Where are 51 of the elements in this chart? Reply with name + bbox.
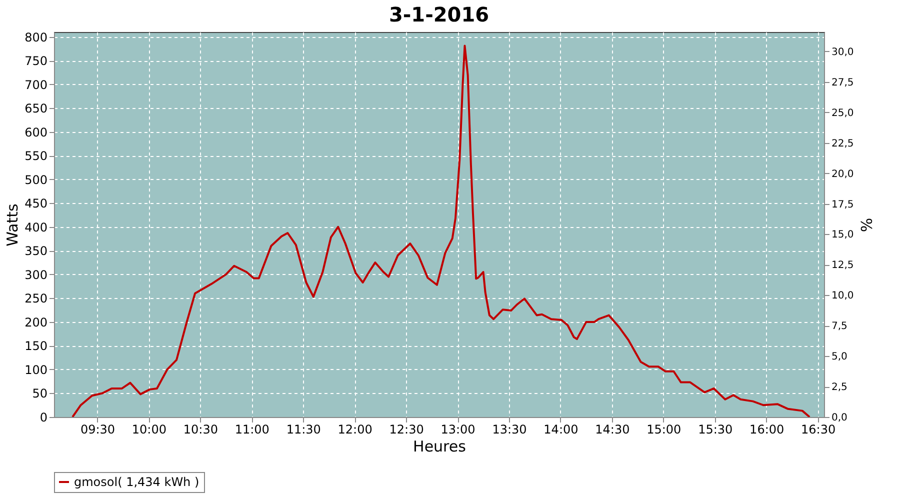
- y2-tick-label: 22,5: [832, 138, 854, 150]
- x-tick-label: 15:00: [646, 422, 682, 436]
- y2-axis-title: %: [856, 218, 875, 232]
- y-tick-label: 400: [24, 220, 48, 234]
- y2-tick-label: 7,5: [832, 321, 848, 332]
- y2-tick-label: 15,0: [832, 230, 854, 241]
- y-tick-label: 300: [24, 268, 48, 282]
- y2-tick-label: 20,0: [832, 168, 854, 180]
- y2-tick-label: 12,5: [832, 260, 854, 272]
- y-tick-label: 550: [24, 149, 48, 164]
- y-tick-label: 500: [24, 172, 48, 187]
- x-tick-label: 14:30: [595, 422, 630, 436]
- x-tick-label: 10:00: [132, 422, 167, 436]
- y2-tick-label: 0,0: [832, 412, 848, 424]
- x-tick-label: 14:00: [544, 422, 578, 436]
- y-tick-label: 450: [24, 196, 48, 211]
- x-tick-label: 09:30: [80, 422, 116, 436]
- y-tick-label: 50: [32, 386, 48, 401]
- y-tick-label: 650: [24, 102, 48, 116]
- y2-tick-label: 25,0: [832, 108, 854, 119]
- legend-label: gmosol( 1,434 kWh ): [74, 475, 200, 489]
- x-axis-title: Heures: [413, 438, 466, 456]
- y-tick-label: 350: [24, 244, 48, 258]
- x-tick-label: 16:00: [750, 422, 784, 436]
- line-series: [72, 44, 811, 417]
- y-tick-label: 100: [24, 362, 48, 377]
- y-tick-label: 750: [24, 54, 48, 68]
- y2-tick-label: 2,5: [832, 382, 848, 394]
- x-tick-label: 11:00: [234, 422, 270, 436]
- y2-tick-label: 30,0: [832, 46, 854, 58]
- y2-tick-label: 10,0: [832, 290, 854, 302]
- y-tick-label: 600: [24, 125, 48, 140]
- x-tick-label: 10:30: [183, 422, 218, 436]
- y-axis-title: Watts: [4, 204, 22, 246]
- x-tick-label: 13:00: [440, 422, 476, 436]
- y-tick-label: 150: [24, 339, 48, 354]
- y2-tick-label: 17,5: [832, 199, 854, 210]
- x-tick-label: 16:30: [801, 422, 836, 436]
- y-tick-label: 800: [24, 30, 48, 44]
- chart-title: 3-1-2016: [388, 2, 490, 26]
- y2-tick-label: 27,5: [832, 77, 854, 88]
- y-tick-label: 700: [24, 78, 48, 92]
- y-tick-label: 200: [24, 315, 48, 330]
- x-tick-label: 15:30: [698, 422, 733, 436]
- y2-tick-label: 5,0: [832, 352, 848, 363]
- x-tick-label: 12:30: [389, 422, 424, 436]
- x-tick-label: 13:30: [492, 422, 527, 436]
- x-tick-label: 12:00: [338, 422, 372, 436]
- y-tick-label: 0: [40, 410, 48, 424]
- x-tick-label: 11:30: [286, 422, 321, 436]
- y-tick-label: 250: [24, 292, 48, 306]
